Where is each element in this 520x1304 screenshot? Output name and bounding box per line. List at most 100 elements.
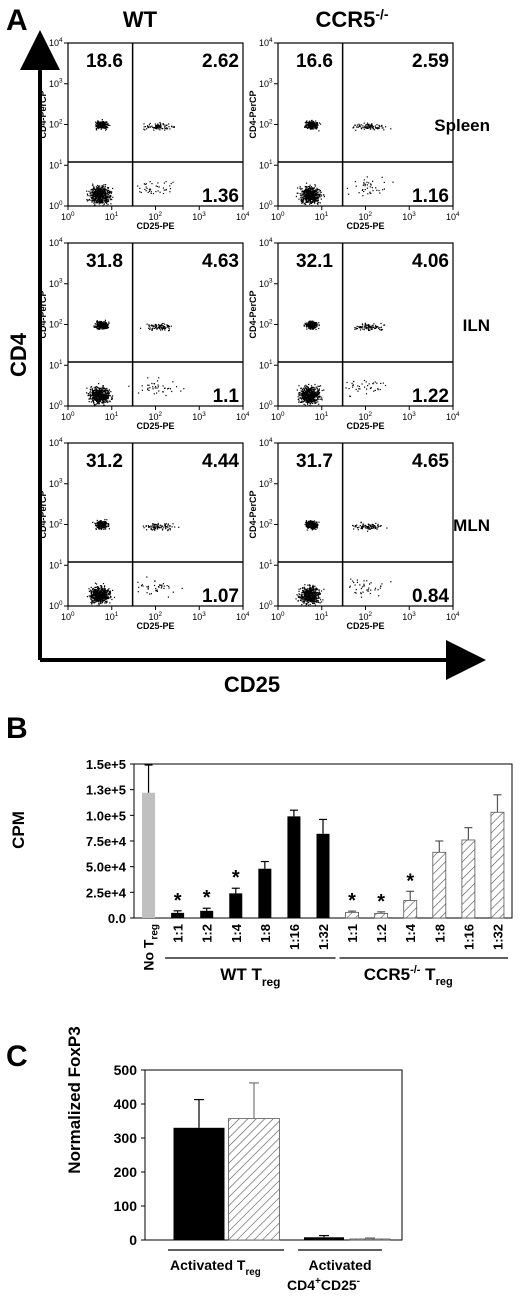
event-dot bbox=[365, 124, 367, 126]
event-dot bbox=[93, 399, 95, 401]
event-dot bbox=[97, 328, 99, 330]
event-dot bbox=[91, 389, 94, 391]
event-dot bbox=[370, 124, 372, 127]
event-dot bbox=[147, 525, 149, 527]
event-dot bbox=[313, 396, 315, 398]
event-dot bbox=[305, 189, 307, 191]
event-dot bbox=[104, 589, 106, 591]
event-dot bbox=[308, 597, 310, 599]
event-dot bbox=[160, 125, 162, 127]
event-dot bbox=[98, 590, 100, 592]
event-dot bbox=[312, 393, 314, 395]
event-dot bbox=[101, 193, 103, 195]
event-dot bbox=[102, 524, 104, 526]
event-dot bbox=[156, 128, 158, 130]
event-dot bbox=[305, 386, 307, 388]
event-dot bbox=[369, 326, 371, 328]
event-dot bbox=[352, 127, 354, 129]
event-dot bbox=[310, 198, 312, 200]
event-dot bbox=[99, 399, 101, 401]
event-dot bbox=[109, 197, 111, 199]
event-dot bbox=[311, 194, 313, 196]
event-dot bbox=[146, 592, 148, 594]
event-dot bbox=[295, 598, 297, 600]
event-dot bbox=[309, 189, 312, 191]
event-dot bbox=[95, 327, 98, 329]
event-dot bbox=[309, 328, 311, 330]
event-dot bbox=[96, 326, 98, 328]
event-dot bbox=[101, 591, 103, 593]
event-dot bbox=[371, 125, 373, 127]
event-dot bbox=[364, 327, 366, 329]
event-dot bbox=[101, 323, 103, 325]
event-dot bbox=[304, 398, 306, 400]
event-dot bbox=[157, 185, 159, 188]
quadrant-value-upper-right: 4.44 bbox=[202, 451, 239, 472]
event-dot bbox=[302, 592, 304, 594]
event-dot bbox=[99, 127, 101, 129]
event-dot bbox=[314, 126, 317, 128]
event-dot bbox=[90, 386, 92, 388]
event-dot bbox=[320, 195, 322, 197]
event-dot bbox=[104, 602, 106, 604]
event-dot bbox=[86, 387, 88, 389]
event-dot bbox=[155, 588, 157, 590]
event-dot bbox=[107, 327, 109, 329]
event-dot bbox=[153, 127, 156, 129]
event-dot bbox=[106, 525, 108, 527]
event-dot bbox=[98, 123, 100, 125]
event-dot bbox=[384, 324, 386, 326]
event-dot bbox=[92, 191, 94, 193]
event-dot bbox=[100, 121, 102, 123]
event-dot bbox=[368, 326, 370, 328]
event-dot bbox=[102, 124, 104, 126]
event-dot bbox=[310, 327, 312, 329]
event-dot bbox=[150, 527, 152, 530]
event-dot bbox=[313, 399, 315, 401]
event-dot bbox=[105, 198, 107, 200]
event-dot bbox=[152, 524, 154, 526]
event-dot bbox=[103, 123, 106, 125]
event-dot bbox=[143, 123, 145, 125]
event-dot bbox=[92, 189, 94, 191]
event-dot bbox=[106, 519, 108, 521]
event-dot bbox=[151, 183, 153, 185]
event-dot bbox=[304, 188, 307, 190]
event-dot bbox=[101, 396, 103, 398]
event-dot bbox=[149, 188, 151, 190]
event-dot bbox=[94, 586, 96, 588]
event-dot bbox=[156, 589, 158, 591]
event-dot bbox=[164, 323, 166, 325]
event-dot bbox=[102, 198, 105, 200]
event-dot bbox=[306, 196, 309, 198]
event-dot bbox=[316, 601, 318, 603]
event-dot bbox=[315, 324, 317, 326]
event-dot bbox=[316, 187, 318, 189]
event-dot bbox=[317, 385, 319, 387]
flow-plot-iln-ccr5: 100100101101102102103103104104CD25-PECD4… bbox=[248, 237, 460, 431]
event-dot bbox=[99, 193, 101, 195]
event-dot bbox=[315, 128, 317, 130]
event-dot bbox=[99, 187, 101, 190]
y-tick-label: 102 bbox=[259, 318, 273, 329]
event-dot bbox=[309, 320, 311, 322]
event-dot bbox=[159, 326, 161, 328]
event-dot bbox=[162, 325, 164, 327]
event-dot bbox=[318, 194, 320, 196]
event-dot bbox=[390, 128, 392, 130]
event-dot bbox=[106, 395, 108, 397]
event-dot bbox=[314, 126, 316, 128]
event-dot bbox=[312, 395, 314, 398]
event-dot bbox=[313, 189, 315, 191]
event-dot bbox=[365, 325, 367, 327]
event-dot bbox=[306, 400, 308, 402]
event-dot bbox=[96, 125, 98, 127]
event-dot bbox=[372, 180, 374, 182]
event-dot bbox=[155, 127, 157, 129]
event-dot bbox=[314, 401, 316, 403]
event-dot bbox=[168, 329, 170, 331]
event-dot bbox=[373, 390, 375, 392]
event-dot bbox=[169, 529, 171, 531]
event-dot bbox=[102, 523, 104, 525]
event-dot bbox=[320, 198, 322, 200]
